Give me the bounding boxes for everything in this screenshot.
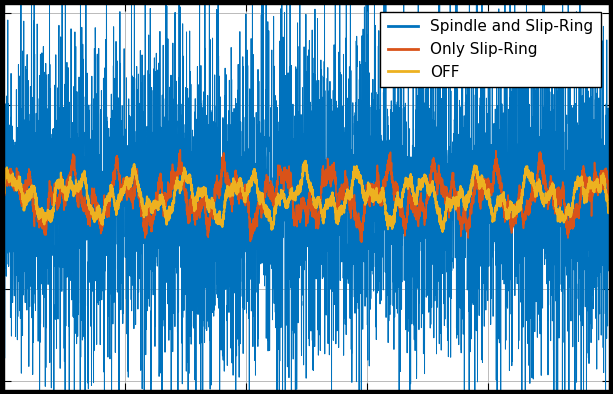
OFF — [1, 179, 8, 184]
Only Slip-Ring — [1, 195, 8, 199]
Spindle and Slip-Ring — [1, 169, 8, 174]
Line: Spindle and Slip-Ring: Spindle and Slip-Ring — [4, 0, 609, 394]
OFF — [363, 192, 370, 197]
Spindle and Slip-Ring — [110, 189, 118, 193]
OFF — [232, 188, 239, 192]
Legend: Spindle and Slip-Ring, Only Slip-Ring, OFF: Spindle and Slip-Ring, Only Slip-Ring, O… — [380, 12, 601, 87]
Only Slip-Ring — [177, 147, 184, 152]
Line: Only Slip-Ring: Only Slip-Ring — [4, 150, 609, 242]
Only Slip-Ring — [498, 186, 505, 191]
Only Slip-Ring — [358, 240, 365, 245]
Only Slip-Ring — [394, 184, 402, 188]
OFF — [498, 199, 505, 204]
Spindle and Slip-Ring — [232, 152, 239, 157]
OFF — [439, 229, 446, 234]
OFF — [302, 158, 309, 163]
OFF — [110, 199, 118, 204]
Spindle and Slip-Ring — [605, 268, 612, 273]
Line: OFF: OFF — [4, 161, 609, 232]
Only Slip-Ring — [605, 196, 612, 201]
Only Slip-Ring — [452, 199, 459, 204]
Only Slip-Ring — [110, 183, 118, 188]
OFF — [452, 201, 459, 205]
Spindle and Slip-Ring — [452, 137, 459, 141]
Spindle and Slip-Ring — [394, 311, 401, 316]
Spindle and Slip-Ring — [498, 149, 505, 153]
OFF — [605, 201, 612, 206]
Only Slip-Ring — [364, 191, 371, 195]
OFF — [394, 196, 401, 201]
Spindle and Slip-Ring — [363, 222, 370, 227]
Only Slip-Ring — [232, 168, 239, 173]
